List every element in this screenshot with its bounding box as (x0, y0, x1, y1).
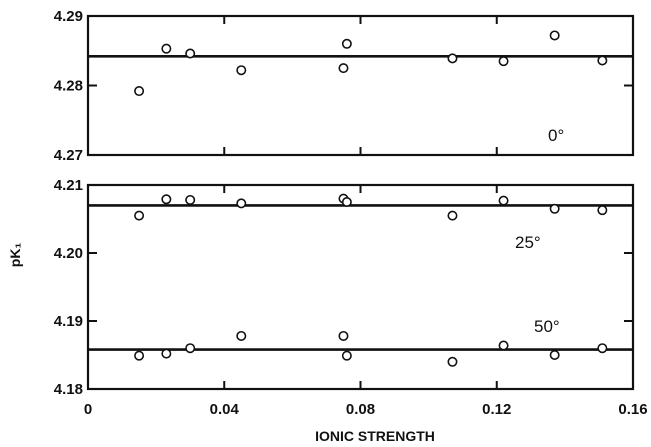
x-tick-label: 0.12 (482, 401, 511, 418)
data-point (447, 53, 458, 64)
series-label: 25° (515, 233, 541, 252)
data-point (549, 349, 560, 360)
data-point (597, 205, 608, 216)
y-axis-title: pK₁ (7, 243, 23, 268)
data-point (549, 203, 560, 214)
data-point (341, 197, 352, 208)
data-point (597, 343, 608, 354)
data-point (134, 210, 145, 221)
data-point (341, 38, 352, 49)
x-tick-label: 0 (84, 401, 92, 418)
data-point (498, 340, 509, 351)
y-tick-label: 4.20 (54, 245, 83, 262)
y-tick-label: 4.27 (54, 147, 83, 164)
data-point (185, 343, 196, 354)
data-point (338, 330, 349, 341)
y-tick-label: 4.28 (54, 78, 83, 95)
data-point (134, 350, 145, 361)
y-tick-label: 4.19 (54, 313, 83, 330)
series-label: 50° (534, 317, 560, 336)
x-tick-label: 0.04 (210, 401, 240, 418)
y-tick-label: 4.21 (54, 177, 83, 194)
x-tick-label: 0.08 (346, 401, 375, 418)
data-point (498, 56, 509, 67)
panel-top: 4.27 4.28 4.29 0° (54, 8, 635, 164)
data-point (341, 350, 352, 361)
data-point (236, 198, 247, 209)
data-point (185, 48, 196, 59)
data-point (161, 348, 172, 359)
data-point (549, 30, 560, 41)
y-tick-label: 4.29 (54, 8, 83, 25)
data-point (236, 65, 247, 76)
data-point (134, 86, 145, 97)
x-tick-label: 0.16 (618, 401, 647, 418)
y-tick-label: 4.18 (54, 381, 83, 398)
data-point (447, 210, 458, 221)
data-point (236, 330, 247, 341)
data-point (447, 356, 458, 367)
data-point (498, 195, 509, 206)
x-axis: 0 0.04 0.08 0.12 0.16 (84, 401, 648, 418)
data-point (597, 55, 608, 66)
panel-bottom: 4.18 4.19 4.20 4.21 25° 50° (54, 177, 635, 398)
data-point (161, 43, 172, 54)
data-point (338, 63, 349, 74)
series-label: 0° (548, 126, 564, 145)
x-axis-title: IONIC STRENGTH (315, 428, 435, 444)
data-point (185, 194, 196, 205)
data-point (161, 194, 172, 205)
